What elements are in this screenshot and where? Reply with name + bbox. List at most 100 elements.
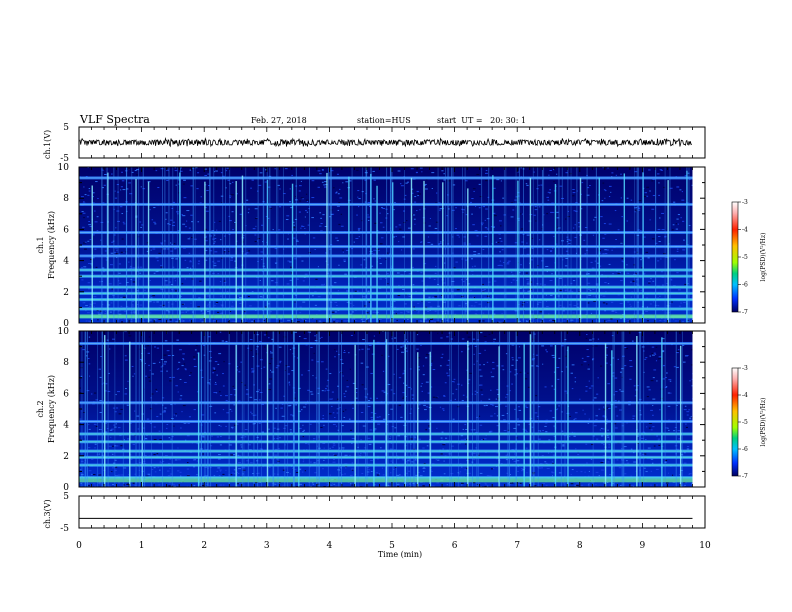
noise-speck: [219, 469, 222, 471]
noise-speck: [612, 273, 615, 275]
noise-speck: [275, 367, 278, 369]
y-tick-label: 2: [63, 288, 69, 298]
faint-burst: [331, 167, 332, 323]
noise-speck: [149, 295, 151, 297]
noise-speck: [442, 409, 445, 411]
noise-speck: [394, 427, 397, 429]
noise-speck: [640, 454, 643, 456]
noise-speck: [245, 393, 249, 395]
noise-speck: [213, 392, 217, 394]
noise-speck: [578, 226, 580, 228]
faint-burst: [430, 331, 432, 487]
noise-speck: [402, 236, 406, 238]
noise-speck: [311, 217, 314, 219]
noise-speck: [691, 385, 693, 387]
noise-speck: [361, 473, 364, 475]
noise-speck: [397, 170, 401, 172]
noise-speck: [94, 484, 96, 486]
faint-burst: [142, 167, 144, 323]
noise-speck: [232, 229, 234, 231]
noise-speck: [159, 265, 163, 267]
noise-speck: [614, 427, 618, 429]
faint-burst: [515, 331, 517, 487]
noise-speck: [121, 213, 124, 215]
noise-speck: [555, 409, 558, 411]
noise-speck: [129, 454, 132, 456]
noise-speck: [496, 389, 499, 391]
noise-speck: [691, 483, 693, 485]
noise-speck: [85, 310, 87, 312]
noise-speck: [659, 295, 661, 297]
noise-speck: [386, 485, 389, 487]
noise-speck: [156, 453, 159, 455]
noise-speck: [279, 362, 281, 364]
noise-speck: [483, 364, 485, 366]
noise-speck: [202, 344, 206, 346]
noise-speck: [144, 363, 146, 365]
noise-speck: [176, 484, 179, 486]
noise-speck: [396, 310, 399, 312]
noise-speck: [328, 483, 330, 485]
noise-speck: [213, 475, 216, 477]
noise-speck: [90, 259, 93, 261]
noise-speck: [515, 310, 518, 312]
noise-speck: [483, 335, 487, 337]
noise-speck: [431, 188, 433, 190]
noise-speck: [605, 303, 608, 305]
noise-speck: [344, 473, 347, 475]
noise-speck: [478, 454, 480, 456]
noise-speck: [336, 321, 338, 323]
faint-burst: [537, 167, 539, 323]
noise-speck: [486, 485, 489, 487]
noise-speck: [326, 272, 330, 274]
noise-speck: [529, 262, 531, 264]
noise-speck: [337, 193, 340, 195]
noise-speck: [417, 471, 420, 473]
noise-speck: [306, 200, 308, 202]
faint-burst: [317, 331, 319, 487]
noise-speck: [193, 459, 197, 461]
noise-speck: [485, 306, 487, 308]
noise-speck: [462, 211, 464, 213]
noise-speck: [222, 175, 225, 177]
noise-speck: [230, 305, 234, 307]
noise-speck: [449, 321, 452, 323]
noise-speck: [139, 462, 142, 464]
noise-speck: [619, 389, 621, 391]
noise-speck: [257, 472, 260, 474]
noise-speck: [195, 167, 198, 169]
noise-speck: [343, 351, 346, 353]
noise-speck: [220, 436, 222, 438]
faint-burst: [213, 167, 215, 323]
noise-speck: [501, 313, 503, 315]
faint-burst: [386, 167, 388, 323]
noise-speck: [267, 186, 271, 188]
noise-speck: [110, 252, 114, 254]
noise-speck: [559, 185, 563, 187]
noise-speck: [117, 474, 121, 476]
noise-speck: [161, 442, 163, 444]
noise-speck: [300, 225, 303, 227]
noise-speck: [561, 371, 563, 373]
noise-speck: [451, 445, 454, 447]
noise-speck: [535, 220, 537, 222]
noise-speck: [88, 220, 91, 222]
noise-speck: [293, 331, 295, 333]
noise-speck: [687, 283, 690, 285]
noise-speck: [633, 321, 636, 323]
noise-speck: [254, 208, 258, 210]
noise-speck: [410, 168, 414, 170]
noise-speck: [663, 186, 666, 188]
faint-burst: [387, 331, 389, 487]
faint-burst: [308, 331, 310, 487]
noise-speck: [656, 380, 658, 382]
noise-speck: [276, 438, 279, 440]
frequency-band-core: [79, 275, 693, 277]
noise-speck: [193, 409, 196, 411]
noise-speck: [146, 250, 149, 252]
noise-speck: [637, 207, 641, 209]
noise-speck: [428, 428, 431, 430]
faint-burst: [642, 167, 644, 323]
noise-speck: [403, 198, 406, 200]
noise-speck: [88, 470, 92, 472]
